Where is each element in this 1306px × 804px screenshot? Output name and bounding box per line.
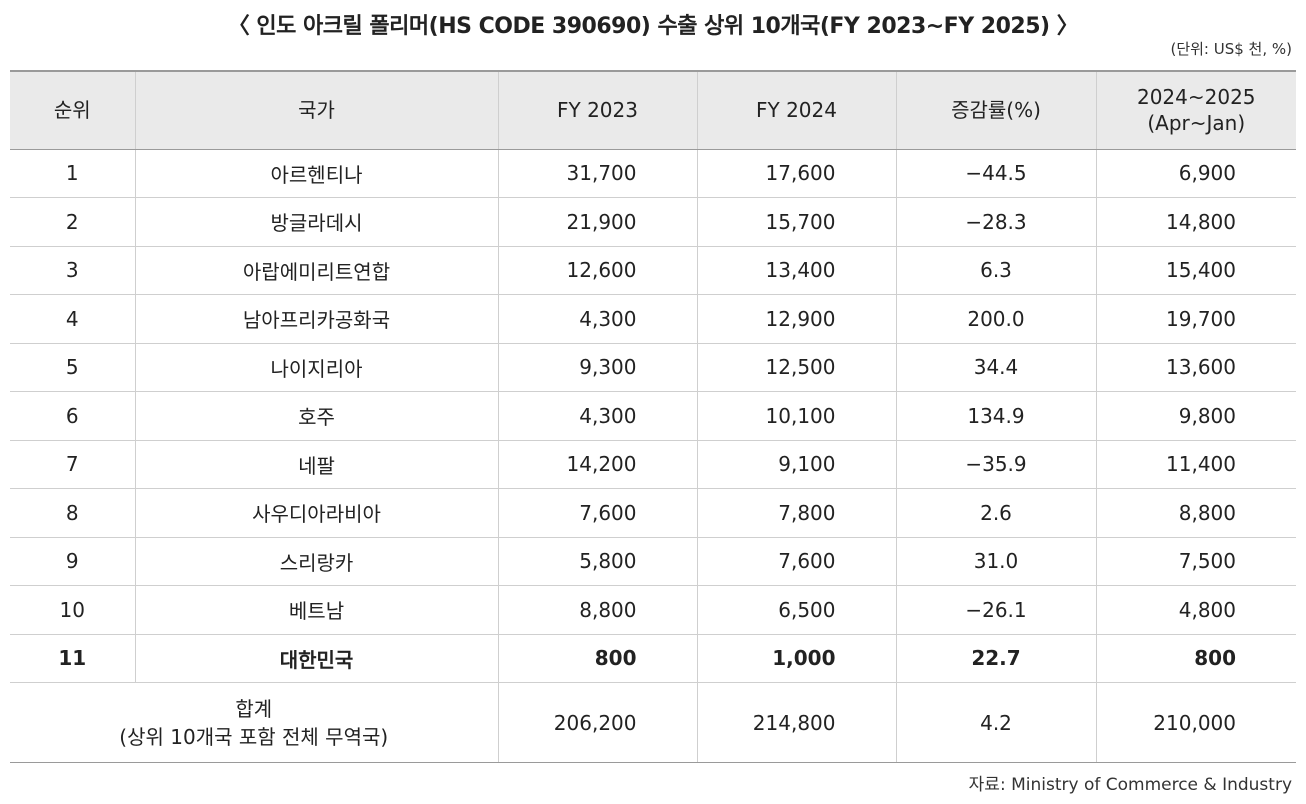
cell-fy2023: 4,300 bbox=[498, 294, 698, 344]
source-note: 자료: Ministry of Commerce & Industry bbox=[968, 775, 1292, 795]
cell-fy2024: 7,800 bbox=[697, 488, 897, 538]
cell-fy2023: 5,800 bbox=[498, 537, 698, 586]
cell-fy2024: 12,500 bbox=[697, 343, 897, 392]
cell-change: −26.1 bbox=[896, 585, 1097, 635]
cell-change: −44.5 bbox=[896, 149, 1097, 198]
header-fy2024: FY 2024 bbox=[697, 70, 897, 150]
cell-country: 사우디아라비아 bbox=[135, 488, 499, 538]
cell-fy2023: 21,900 bbox=[498, 197, 698, 247]
header-period-line2: (Apr~Jan) bbox=[1147, 111, 1246, 136]
header-fy2023: FY 2023 bbox=[498, 70, 698, 150]
cell-rank: 8 bbox=[10, 488, 136, 538]
cell-rank: 10 bbox=[10, 585, 136, 635]
cell-period: 15,400 bbox=[1096, 246, 1296, 295]
header-country: 국가 bbox=[135, 70, 499, 150]
cell-fy2024: 9,100 bbox=[697, 440, 897, 489]
table-row-korea: 11 대한민국 800 1,000 22.7 800 bbox=[10, 634, 1296, 683]
table-row-total: 합계 (상위 10개국 포함 전체 무역국) 206,200 214,800 4… bbox=[10, 682, 1296, 763]
cell-change: 34.4 bbox=[896, 343, 1097, 392]
cell-country: 나이지리아 bbox=[135, 343, 499, 392]
cell-country: 방글라데시 bbox=[135, 197, 499, 247]
table-row: 6 호주 4,300 10,100 134.9 9,800 bbox=[10, 391, 1296, 441]
table-row: 7 네팔 14,200 9,100 −35.9 11,400 bbox=[10, 440, 1296, 489]
cell-change: −35.9 bbox=[896, 440, 1097, 489]
total-label-line2: (상위 10개국 포함 전체 무역국) bbox=[119, 724, 389, 749]
cell-period: 6,900 bbox=[1096, 149, 1296, 198]
header-change: 증감률(%) bbox=[896, 70, 1097, 150]
cell-fy2023: 4,300 bbox=[498, 391, 698, 441]
cell-total-label: 합계 (상위 10개국 포함 전체 무역국) bbox=[10, 682, 499, 763]
cell-fy2023: 7,600 bbox=[498, 488, 698, 538]
cell-change: 134.9 bbox=[896, 391, 1097, 441]
cell-period: 19,700 bbox=[1096, 294, 1296, 344]
cell-rank: 6 bbox=[10, 391, 136, 441]
cell-period: 4,800 bbox=[1096, 585, 1296, 635]
cell-fy2023: 31,700 bbox=[498, 149, 698, 198]
cell-fy2023: 9,300 bbox=[498, 343, 698, 392]
cell-country: 아랍에미리트연합 bbox=[135, 246, 499, 295]
cell-fy2024: 15,700 bbox=[697, 197, 897, 247]
cell-rank: 11 bbox=[10, 634, 136, 683]
cell-fy2024: 10,100 bbox=[697, 391, 897, 441]
table-row: 9 스리랑카 5,800 7,600 31.0 7,500 bbox=[10, 537, 1296, 586]
table-row: 8 사우디아라비아 7,600 7,800 2.6 8,800 bbox=[10, 488, 1296, 538]
cell-total-fy2024: 214,800 bbox=[697, 682, 897, 763]
cell-period: 14,800 bbox=[1096, 197, 1296, 247]
cell-fy2023: 14,200 bbox=[498, 440, 698, 489]
cell-total-change: 4.2 bbox=[896, 682, 1097, 763]
cell-rank: 9 bbox=[10, 537, 136, 586]
cell-change: −28.3 bbox=[896, 197, 1097, 247]
cell-period: 9,800 bbox=[1096, 391, 1296, 441]
header-period-line1: 2024~2025 bbox=[1136, 85, 1256, 110]
table-row: 3 아랍에미리트연합 12,600 13,400 6.3 15,400 bbox=[10, 246, 1296, 295]
cell-total-period: 210,000 bbox=[1096, 682, 1296, 763]
cell-fy2024: 6,500 bbox=[697, 585, 897, 635]
cell-fy2023: 12,600 bbox=[498, 246, 698, 295]
cell-period: 7,500 bbox=[1096, 537, 1296, 586]
cell-change: 2.6 bbox=[896, 488, 1097, 538]
cell-fy2024: 13,400 bbox=[697, 246, 897, 295]
cell-fy2024: 17,600 bbox=[697, 149, 897, 198]
cell-fy2024: 12,900 bbox=[697, 294, 897, 344]
table-title: 〈 인도 아크릴 폴리머(HS CODE 390690) 수출 상위 10개국(… bbox=[227, 14, 1079, 39]
cell-country: 네팔 bbox=[135, 440, 499, 489]
cell-change: 200.0 bbox=[896, 294, 1097, 344]
total-label-line1: 합계 bbox=[235, 696, 273, 721]
table-row: 10 베트남 8,800 6,500 −26.1 4,800 bbox=[10, 585, 1296, 635]
cell-rank: 1 bbox=[10, 149, 136, 198]
cell-change: 31.0 bbox=[896, 537, 1097, 586]
cell-country: 호주 bbox=[135, 391, 499, 441]
cell-rank: 7 bbox=[10, 440, 136, 489]
cell-country: 아르헨티나 bbox=[135, 149, 499, 198]
cell-rank: 2 bbox=[10, 197, 136, 247]
cell-rank: 3 bbox=[10, 246, 136, 295]
header-period: 2024~2025 (Apr~Jan) bbox=[1096, 70, 1296, 150]
cell-period: 8,800 bbox=[1096, 488, 1296, 538]
header-row: 순위 국가 FY 2023 FY 2024 증감률(%) 2024~2025 (… bbox=[10, 70, 1296, 150]
cell-fy2023: 8,800 bbox=[498, 585, 698, 635]
cell-fy2023: 800 bbox=[498, 634, 698, 683]
cell-rank: 4 bbox=[10, 294, 136, 344]
unit-note: (단위: US$ 천, %) bbox=[1170, 40, 1292, 58]
cell-period: 800 bbox=[1096, 634, 1296, 683]
table-row: 1 아르헨티나 31,700 17,600 −44.5 6,900 bbox=[10, 149, 1296, 198]
cell-fy2024: 1,000 bbox=[697, 634, 897, 683]
table-row: 5 나이지리아 9,300 12,500 34.4 13,600 bbox=[10, 343, 1296, 392]
cell-fy2024: 7,600 bbox=[697, 537, 897, 586]
cell-period: 13,600 bbox=[1096, 343, 1296, 392]
cell-country: 스리랑카 bbox=[135, 537, 499, 586]
table-row: 2 방글라데시 21,900 15,700 −28.3 14,800 bbox=[10, 197, 1296, 247]
cell-country: 대한민국 bbox=[135, 634, 499, 683]
cell-country: 베트남 bbox=[135, 585, 499, 635]
table-row: 4 남아프리카공화국 4,300 12,900 200.0 19,700 bbox=[10, 294, 1296, 344]
export-table: 순위 국가 FY 2023 FY 2024 증감률(%) 2024~2025 (… bbox=[10, 70, 1296, 763]
cell-period: 11,400 bbox=[1096, 440, 1296, 489]
cell-change: 6.3 bbox=[896, 246, 1097, 295]
header-rank: 순위 bbox=[10, 70, 136, 150]
cell-total-fy2023: 206,200 bbox=[498, 682, 698, 763]
cell-country: 남아프리카공화국 bbox=[135, 294, 499, 344]
cell-rank: 5 bbox=[10, 343, 136, 392]
cell-change: 22.7 bbox=[896, 634, 1097, 683]
